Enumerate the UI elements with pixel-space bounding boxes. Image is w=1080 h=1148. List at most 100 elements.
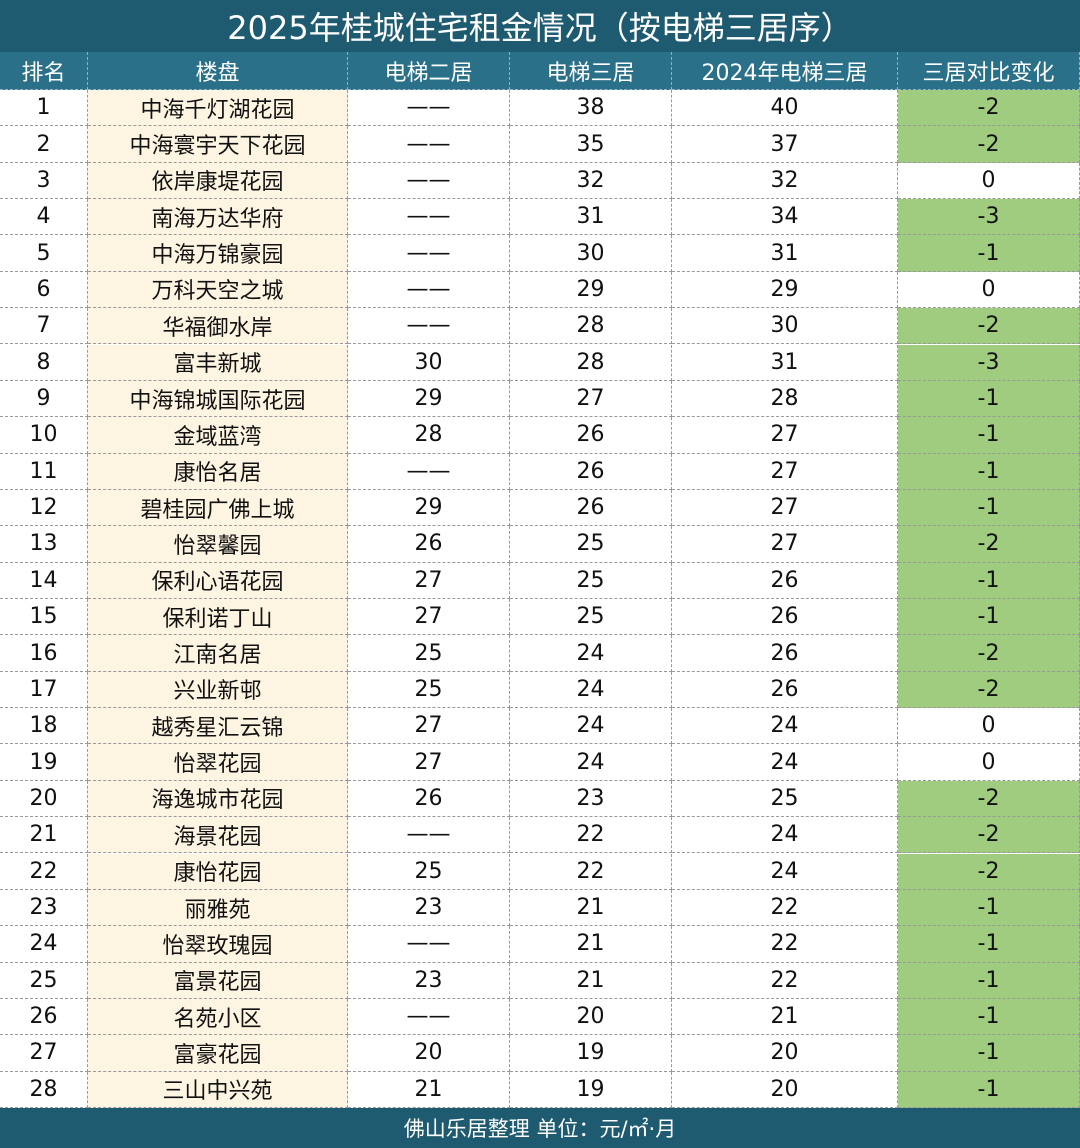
- three-bed-cell: 29: [510, 271, 672, 309]
- title: 2025年桂城住宅租金情况（按电梯三居序）: [0, 0, 1080, 52]
- three-bed-cell: 21: [510, 962, 672, 999]
- three-bed-cell: 35: [510, 126, 672, 163]
- change-cell: -1: [898, 926, 1080, 963]
- change-cell: -2: [898, 817, 1080, 854]
- name-cell: 富豪花园: [88, 1035, 348, 1072]
- change-cell: -1: [898, 889, 1080, 927]
- three-bed-cell: 27: [510, 380, 672, 418]
- two-bed-cell: 27: [348, 744, 510, 781]
- rank-cell: 14: [0, 562, 88, 599]
- three-bed-2024-cell: 25: [672, 780, 898, 818]
- rank-cell: 4: [0, 199, 88, 236]
- three-bed-cell: 28: [510, 308, 672, 345]
- three-bed-cell: 24: [510, 671, 672, 709]
- name-cell: 保利诺丁山: [88, 599, 348, 636]
- name-cell: 保利心语花园: [88, 562, 348, 599]
- change-cell: -1: [898, 962, 1080, 999]
- three-bed-cell: 19: [510, 1035, 672, 1072]
- three-bed-2024-cell: 31: [672, 344, 898, 381]
- three-bed-cell: 22: [510, 853, 672, 890]
- change-cell: -2: [898, 780, 1080, 818]
- rank-cell: 15: [0, 599, 88, 636]
- three-bed-2024-cell: 40: [672, 90, 898, 127]
- name-cell: 万科天空之城: [88, 271, 348, 309]
- name-cell: 江南名居: [88, 635, 348, 672]
- two-bed-cell: ——: [348, 453, 510, 490]
- rank-cell: 23: [0, 889, 88, 927]
- two-bed-cell: 30: [348, 344, 510, 381]
- three-bed-cell: 32: [510, 162, 672, 200]
- change-cell: 0: [898, 708, 1080, 745]
- three-bed-cell: 20: [510, 998, 672, 1036]
- rank-cell: 18: [0, 708, 88, 745]
- three-bed-cell: 19: [510, 1071, 672, 1108]
- two-bed-cell: 27: [348, 708, 510, 745]
- rank-cell: 19: [0, 744, 88, 781]
- two-bed-cell: 25: [348, 853, 510, 890]
- two-bed-cell: 25: [348, 671, 510, 709]
- rank-cell: 7: [0, 308, 88, 345]
- two-bed-cell: 20: [348, 1035, 510, 1072]
- three-bed-2024-cell: 22: [672, 889, 898, 927]
- rank-cell: 24: [0, 926, 88, 963]
- three-bed-2024-cell: 24: [672, 744, 898, 781]
- two-bed-cell: ——: [348, 998, 510, 1036]
- rank-cell: 21: [0, 817, 88, 854]
- three-bed-2024-cell: 20: [672, 1071, 898, 1108]
- three-bed-cell: 26: [510, 453, 672, 490]
- rank-cell: 9: [0, 380, 88, 418]
- rank-cell: 22: [0, 853, 88, 890]
- three-bed-2024-cell: 22: [672, 962, 898, 999]
- change-cell: -1: [898, 417, 1080, 454]
- name-cell: 名苑小区: [88, 998, 348, 1036]
- two-bed-cell: 29: [348, 380, 510, 418]
- change-cell: -1: [898, 1071, 1080, 1108]
- name-cell: 兴业新邨: [88, 671, 348, 709]
- two-bed-cell: ——: [348, 817, 510, 854]
- three-bed-2024-cell: 28: [672, 380, 898, 418]
- name-cell: 中海寰宇天下花园: [88, 126, 348, 163]
- rank-cell: 28: [0, 1071, 88, 1108]
- two-bed-cell: 27: [348, 599, 510, 636]
- three-bed-cell: 38: [510, 90, 672, 127]
- three-bed-cell: 25: [510, 562, 672, 599]
- name-cell: 怡翠玫瑰园: [88, 926, 348, 963]
- three-bed-cell: 21: [510, 926, 672, 963]
- change-cell: 0: [898, 271, 1080, 309]
- name-cell: 康怡花园: [88, 853, 348, 890]
- three-bed-cell: 22: [510, 817, 672, 854]
- rank-cell: 3: [0, 162, 88, 200]
- name-cell: 中海千灯湖花园: [88, 90, 348, 127]
- two-bed-cell: ——: [348, 199, 510, 236]
- header-cell: 电梯二居: [348, 52, 510, 90]
- name-cell: 南海万达华府: [88, 199, 348, 236]
- rank-cell: 16: [0, 635, 88, 672]
- change-cell: -1: [898, 235, 1080, 272]
- three-bed-2024-cell: 22: [672, 926, 898, 963]
- header-cell: 三居对比变化: [898, 52, 1080, 90]
- name-cell: 碧桂园广佛上城: [88, 489, 348, 527]
- three-bed-2024-cell: 20: [672, 1035, 898, 1072]
- three-bed-2024-cell: 34: [672, 199, 898, 236]
- two-bed-cell: 23: [348, 962, 510, 999]
- change-cell: -1: [898, 599, 1080, 636]
- rank-cell: 27: [0, 1035, 88, 1072]
- change-cell: -1: [898, 562, 1080, 599]
- change-cell: -2: [898, 90, 1080, 127]
- name-cell: 海逸城市花园: [88, 780, 348, 818]
- name-cell: 越秀星汇云锦: [88, 708, 348, 745]
- two-bed-cell: 26: [348, 780, 510, 818]
- change-cell: 0: [898, 744, 1080, 781]
- header-cell: 楼盘: [88, 52, 348, 90]
- rank-cell: 1: [0, 90, 88, 127]
- three-bed-cell: 24: [510, 708, 672, 745]
- rank-cell: 6: [0, 271, 88, 309]
- name-cell: 海景花园: [88, 817, 348, 854]
- two-bed-cell: 28: [348, 417, 510, 454]
- three-bed-2024-cell: 27: [672, 417, 898, 454]
- change-cell: -1: [898, 998, 1080, 1036]
- two-bed-cell: 26: [348, 526, 510, 563]
- three-bed-cell: 31: [510, 199, 672, 236]
- two-bed-cell: ——: [348, 162, 510, 200]
- three-bed-cell: 23: [510, 780, 672, 818]
